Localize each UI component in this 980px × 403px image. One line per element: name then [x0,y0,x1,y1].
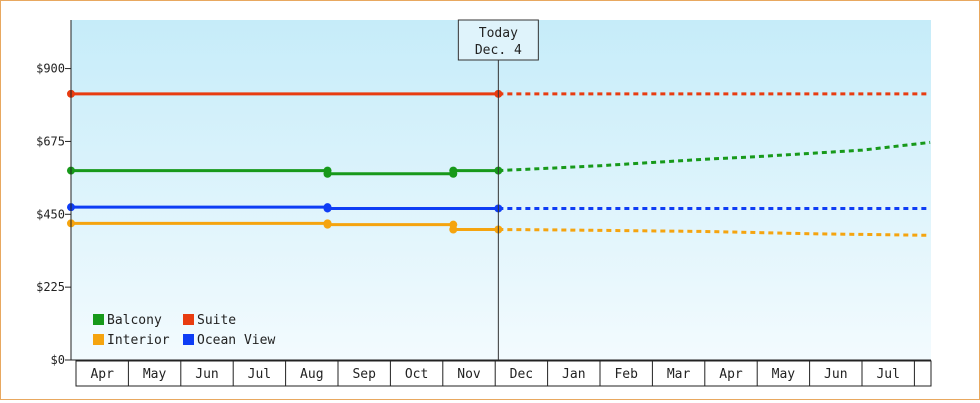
x-axis-month-band [75,360,932,387]
series-line-balcony [71,169,499,176]
x-tick-label: Jul [248,367,271,382]
legend-label: Interior [107,333,170,348]
legend-swatch [93,314,104,325]
data-point-interior [449,225,458,234]
y-tick-label: $450 [36,207,65,221]
legend-swatch [183,314,194,325]
series-line-ocean-view [71,205,499,210]
x-tick-label: Apr [90,367,114,382]
x-tick-label: Jul [876,367,899,382]
today-box [457,19,539,61]
legend-swatch [183,334,194,345]
data-point-ocean-view [323,204,332,213]
x-tick-label: Nov [457,367,481,382]
data-point-balcony [449,166,458,175]
x-tick-label: Jun [824,367,847,382]
legend-swatch [93,334,104,345]
series-forecast-interior [498,228,931,237]
series-forecast-balcony [498,140,931,173]
y-tick-label: $675 [36,134,65,148]
y-tick-label: $0 [51,353,65,367]
x-tick-label: Dec [510,367,533,382]
legend-label: Suite [197,313,236,328]
x-tick-label: Apr [719,367,743,382]
y-tick-label: $900 [36,62,65,76]
today-date: Dec. 4 [475,43,522,58]
series-line-interior [71,221,499,232]
data-point-interior [323,220,332,229]
y-tick-label: $225 [36,280,65,294]
x-tick-label: May [772,367,796,382]
legend-label: Balcony [107,313,162,328]
today-label: Today [479,26,518,41]
plot-background [71,20,931,360]
x-tick-label: Jan [562,367,585,382]
x-tick-label: Mar [667,367,691,382]
x-tick-label: May [143,367,167,382]
legend-label: Ocean View [197,333,275,348]
x-tick-label: Sep [352,367,376,382]
x-tick-label: Feb [614,367,638,382]
x-tick-label: Aug [300,367,323,382]
x-tick-label: Jun [195,367,218,382]
x-tick-label: Oct [405,367,428,382]
data-point-balcony [323,169,332,178]
